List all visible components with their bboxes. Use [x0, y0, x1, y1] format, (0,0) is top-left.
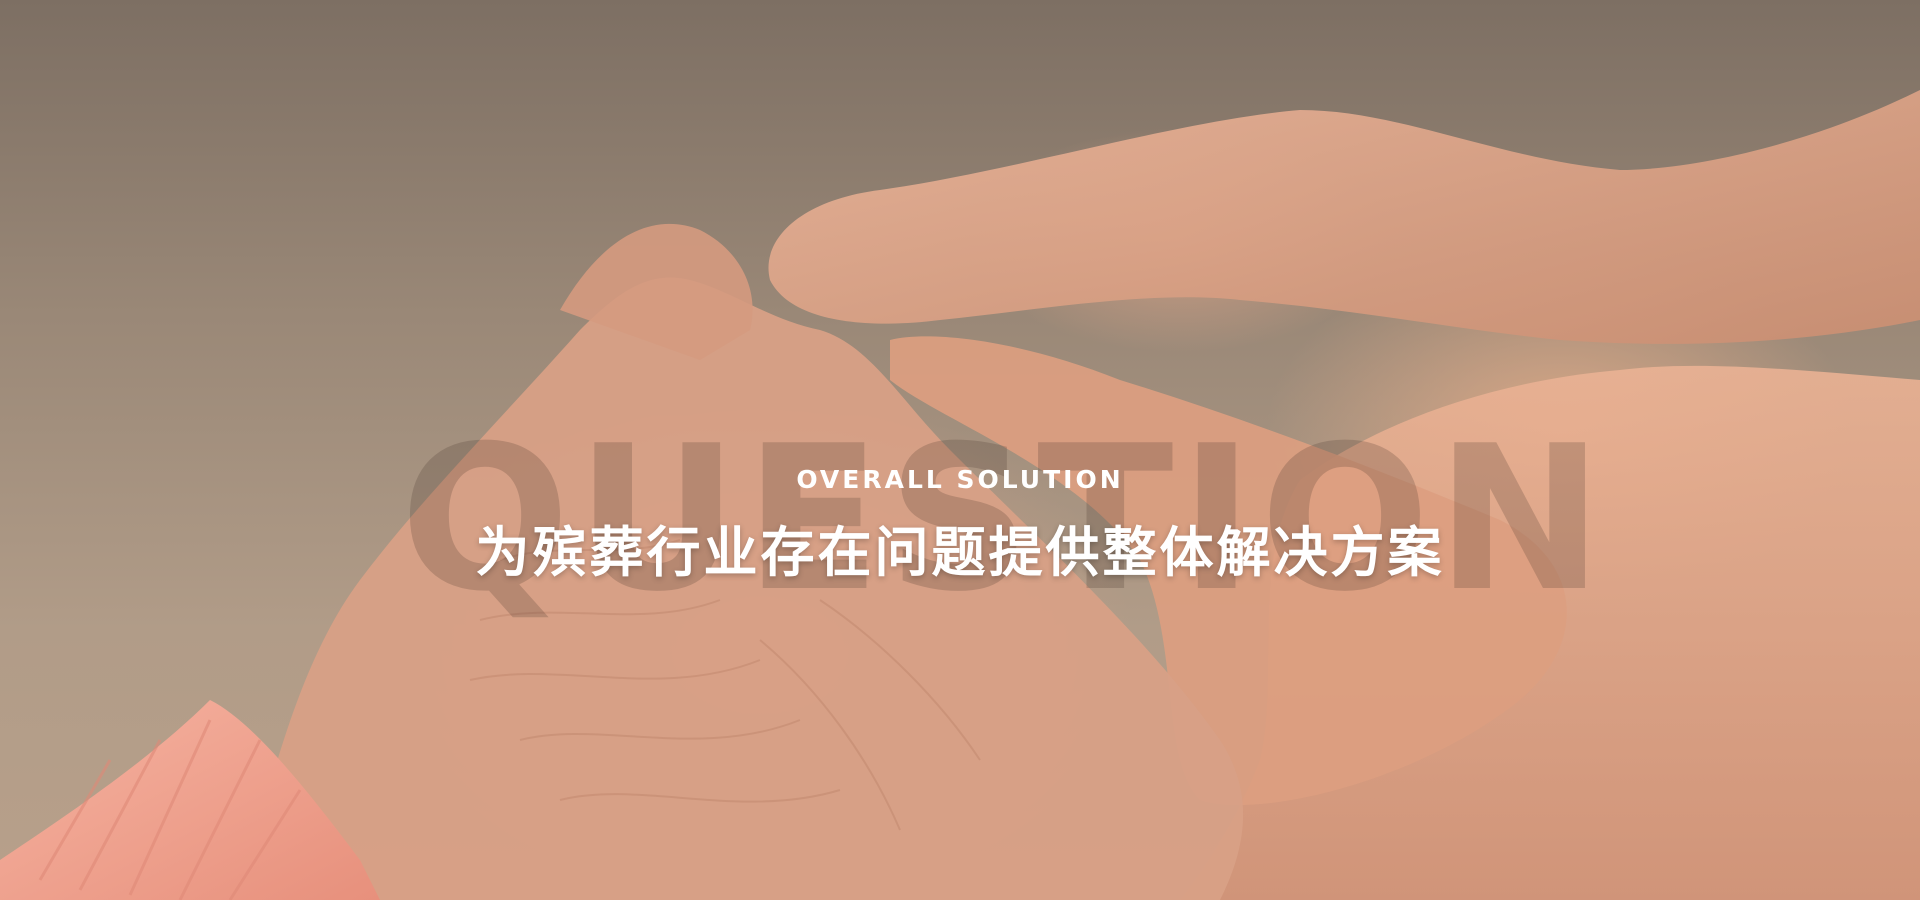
section-subtitle: OVERALL SOLUTION — [796, 465, 1124, 494]
younger-hand-upper — [768, 90, 1920, 344]
hero-text: OVERALL SOLUTION 为殡葬行业存在问题提供整体解决方案 — [0, 460, 1920, 588]
section-title: 为殡葬行业存在问题提供整体解决方案 — [475, 521, 1445, 584]
elderly-hand — [240, 277, 1244, 900]
pink-sleeve — [0, 700, 380, 900]
elderly-fingers — [560, 223, 753, 360]
thumb — [890, 336, 1567, 806]
